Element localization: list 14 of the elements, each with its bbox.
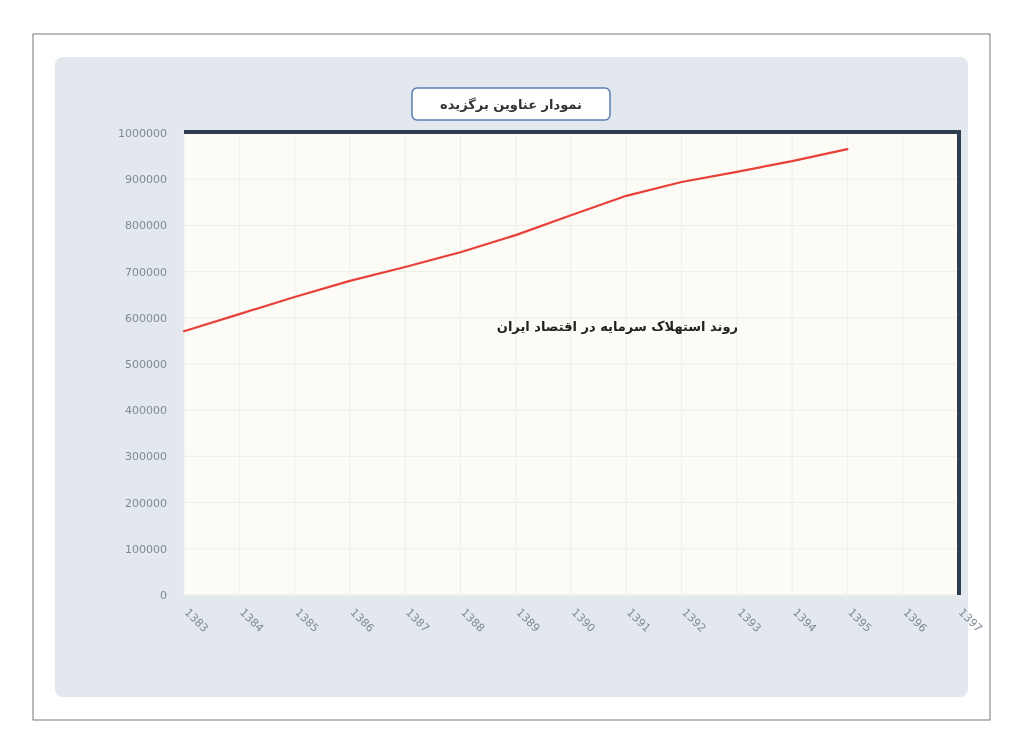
y-tick-label: 900000 xyxy=(125,173,167,187)
y-tick-label: 300000 xyxy=(125,450,167,464)
annotation: روند استهلاک سرمایه در اقتصاد ایران xyxy=(496,319,739,334)
chart-title: نمودار عناوین برگزیده xyxy=(440,97,582,112)
y-tick-label: 700000 xyxy=(125,265,167,279)
y-tick-label: 600000 xyxy=(125,311,167,325)
y-tick-label: 1000000 xyxy=(118,127,167,140)
y-tick-label: 0 xyxy=(160,589,167,602)
line-series xyxy=(182,148,849,333)
y-tick-label: 400000 xyxy=(125,404,167,418)
y-tick-label: 100000 xyxy=(125,542,167,556)
y-tick-label: 200000 xyxy=(125,496,167,510)
y-tick-label: 800000 xyxy=(125,219,167,233)
y-tick-label: 500000 xyxy=(125,358,167,371)
